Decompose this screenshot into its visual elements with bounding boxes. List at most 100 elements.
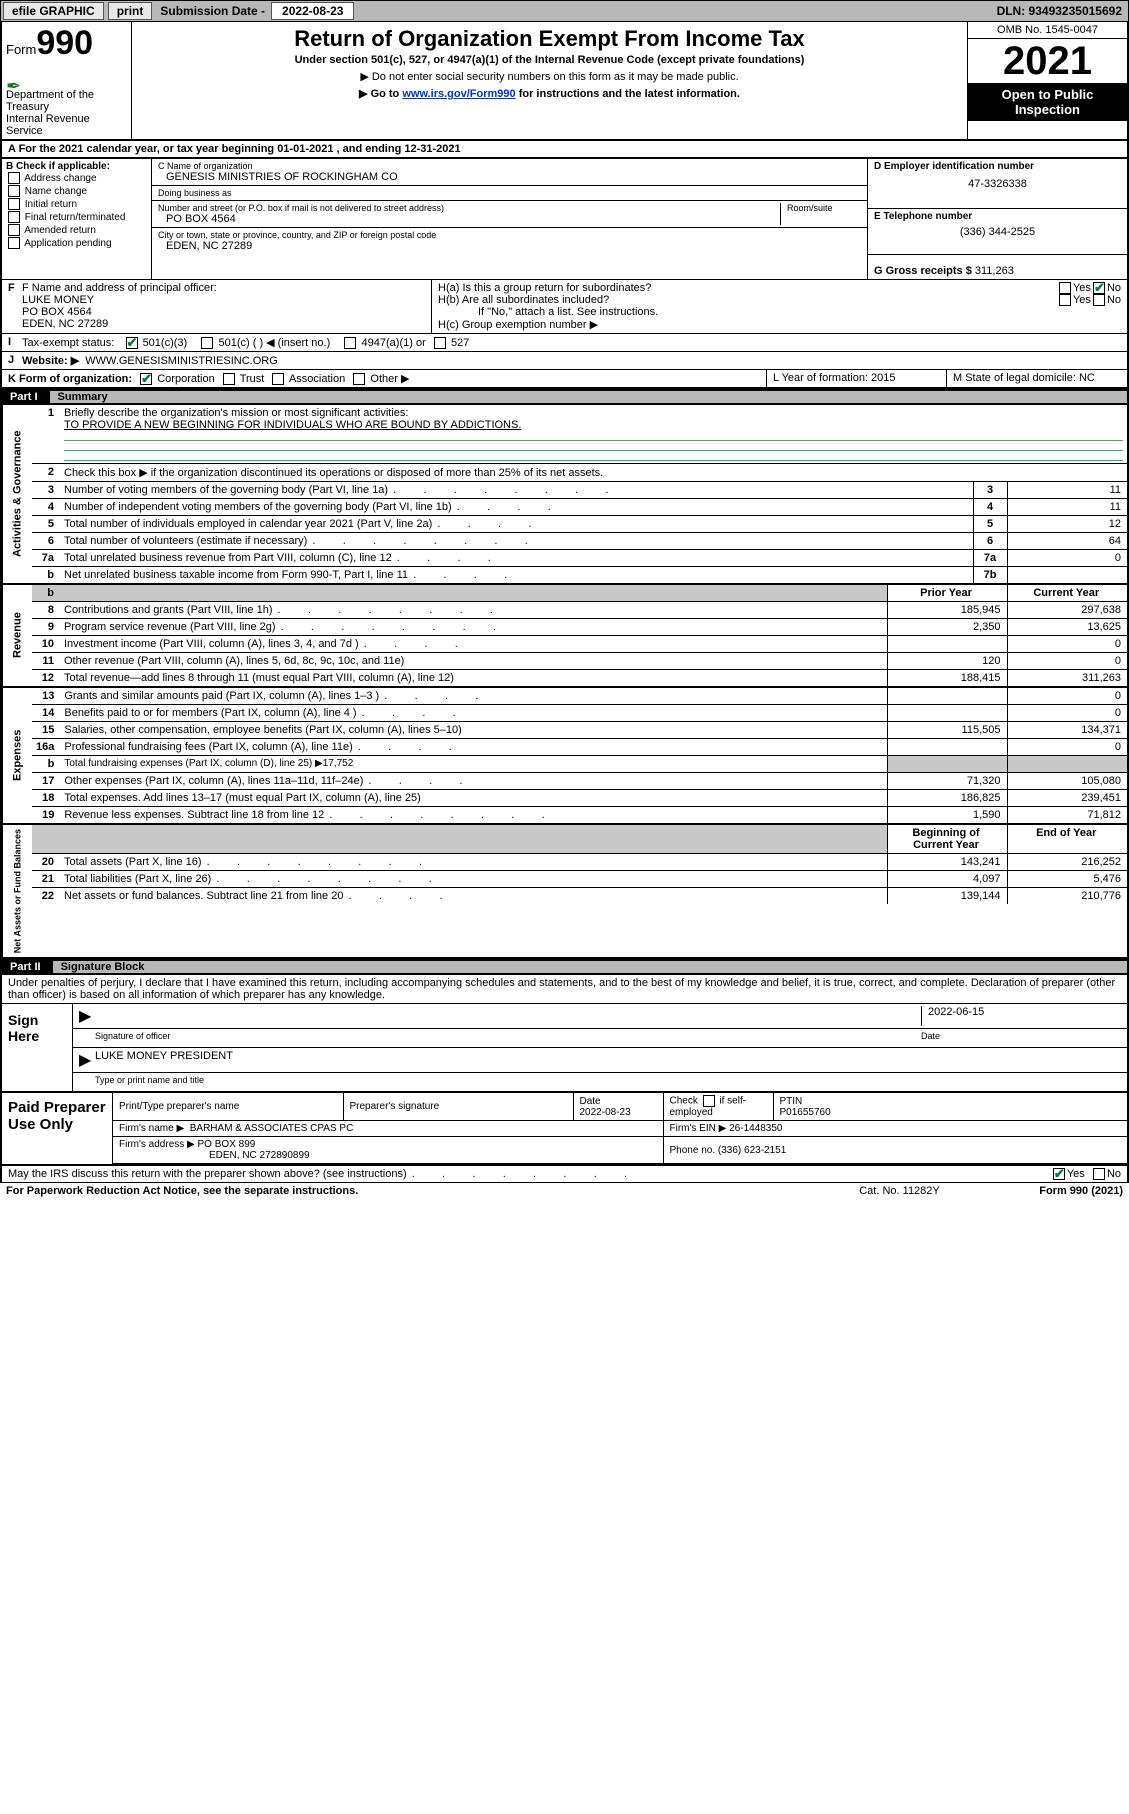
c12: 311,263 — [1007, 670, 1127, 687]
cb-trust[interactable] — [223, 373, 235, 385]
submission-date-label: Submission Date - — [154, 4, 271, 18]
hc-label: H(c) Group exemption number ▶ — [438, 318, 1121, 331]
c22: 210,776 — [1007, 888, 1127, 905]
form-note-link: ▶ Go to www.irs.gov/Form990 for instruct… — [140, 87, 959, 100]
prep-sig-hdr: Preparer's signature — [343, 1093, 573, 1121]
ein-value: 47-3326338 — [874, 178, 1121, 190]
irs-label: Internal Revenue Service — [6, 113, 127, 137]
arrow-icon-2: ▶ — [79, 1050, 95, 1070]
c19: 71,812 — [1007, 807, 1127, 824]
row-fh: FF Name and address of principal officer… — [0, 280, 1129, 334]
city-label: City or town, state or province, country… — [158, 230, 861, 240]
c21: 5,476 — [1007, 871, 1127, 888]
cb-address-change[interactable]: Address change — [6, 172, 147, 185]
ein-label: D Employer identification number — [874, 161, 1121, 172]
p16a — [887, 739, 1007, 756]
top-toolbar: efile GRAPHIC print Submission Date - 20… — [0, 0, 1129, 22]
v6: 64 — [1007, 533, 1127, 550]
cb-association[interactable] — [272, 373, 284, 385]
hb-yes[interactable] — [1059, 294, 1071, 306]
c17: 105,080 — [1007, 773, 1127, 790]
c10: 0 — [1007, 636, 1127, 653]
prep-selfemp[interactable]: Check if self-employed — [663, 1093, 773, 1121]
c16a: 0 — [1007, 739, 1127, 756]
p9: 2,350 — [887, 619, 1007, 636]
tel-label: E Telephone number — [874, 211, 1121, 222]
gross-label: G Gross receipts $ — [874, 265, 975, 277]
row-klm: K Form of organization: Corporation Trus… — [0, 370, 1129, 389]
sign-here-label: Sign Here — [2, 1004, 72, 1091]
hb-label: H(b) Are all subordinates included? — [438, 294, 1057, 306]
discuss-row: May the IRS discuss this return with the… — [0, 1166, 1129, 1183]
cb-4947[interactable] — [344, 337, 356, 349]
cb-501c3[interactable] — [126, 337, 138, 349]
print-button[interactable]: print — [108, 2, 153, 20]
part2-header: Part II Signature Block — [0, 959, 1129, 975]
arrow-icon: ▶ — [79, 1006, 95, 1026]
open-to-public: Open to Public Inspection — [968, 83, 1127, 121]
cb-other[interactable] — [353, 373, 365, 385]
cb-final-return[interactable]: Final return/terminated — [6, 211, 147, 224]
year-formation: L Year of formation: 2015 — [767, 370, 947, 387]
ha-no[interactable] — [1093, 282, 1105, 294]
col-b-checkboxes: B Check if applicable: Address change Na… — [2, 159, 152, 279]
efile-graphic-button[interactable]: efile GRAPHIC — [3, 2, 104, 20]
page-footer: For Paperwork Reduction Act Notice, see … — [0, 1183, 1129, 1199]
c9: 13,625 — [1007, 619, 1127, 636]
dept-treasury: Department of the Treasury — [6, 89, 127, 113]
summary-expenses: Expenses 13Grants and similar amounts pa… — [0, 688, 1129, 825]
sig-officer-label: Signature of officer — [79, 1031, 921, 1045]
firm-phone: (336) 623-2151 — [718, 1145, 786, 1156]
cb-amended-return[interactable]: Amended return — [6, 224, 147, 237]
summary-netassets: Net Assets or Fund Balances Beginning of… — [0, 825, 1129, 959]
vlabel-revenue: Revenue — [2, 585, 32, 686]
feather-icon: ✒ — [6, 76, 21, 97]
org-name-label: C Name of organization — [158, 161, 861, 171]
firm-ein: 26-1448350 — [729, 1123, 782, 1134]
hb-no[interactable] — [1093, 294, 1105, 306]
cb-initial-return[interactable]: Initial return — [6, 198, 147, 211]
v7a: 0 — [1007, 550, 1127, 567]
cb-501c[interactable] — [201, 337, 213, 349]
p11: 120 — [887, 653, 1007, 670]
officer-addr1: PO BOX 4564 — [22, 306, 425, 318]
part1-header: Part I Summary — [0, 389, 1129, 405]
cb-application-pending[interactable]: Application pending — [6, 237, 147, 250]
p12: 188,415 — [887, 670, 1007, 687]
cb-corporation[interactable] — [140, 373, 152, 385]
cb-527[interactable] — [434, 337, 446, 349]
cat-no: Cat. No. 11282Y — [859, 1185, 1039, 1197]
room-label: Room/suite — [787, 203, 861, 213]
firm-name: BARHAM & ASSOCIATES CPAS PC — [190, 1123, 354, 1134]
p18: 186,825 — [887, 790, 1007, 807]
ptin-value: P01655760 — [780, 1107, 831, 1118]
cb-name-change[interactable]: Name change — [6, 185, 147, 198]
row-i: I Tax-exempt status: 501(c)(3) 501(c) ( … — [0, 334, 1129, 352]
irs-link[interactable]: www.irs.gov/Form990 — [402, 88, 515, 100]
row-a-period: A For the 2021 calendar year, or tax yea… — [0, 141, 1129, 159]
p21: 4,097 — [887, 871, 1007, 888]
p20: 143,241 — [887, 854, 1007, 871]
v7b — [1007, 567, 1127, 584]
website-value: WWW.GENESISMINISTRIESINC.ORG — [85, 355, 278, 367]
form-footer: Form 990 (2021) — [1039, 1185, 1123, 1197]
p17: 71,320 — [887, 773, 1007, 790]
c20: 216,252 — [1007, 854, 1127, 871]
sig-date-label: Date — [921, 1031, 1121, 1045]
paid-preparer: Paid Preparer Use Only Print/Type prepar… — [0, 1093, 1129, 1166]
org-name: GENESIS MINISTRIES OF ROCKINGHAM CO — [166, 171, 861, 183]
form-title: Return of Organization Exempt From Incom… — [140, 26, 959, 52]
discuss-no[interactable] — [1093, 1168, 1105, 1180]
ha-yes[interactable] — [1059, 282, 1071, 294]
c8: 297,638 — [1007, 602, 1127, 619]
paperwork-notice: For Paperwork Reduction Act Notice, see … — [6, 1185, 859, 1197]
tel-value: (336) 344-2525 — [874, 226, 1121, 238]
discuss-yes[interactable] — [1053, 1168, 1065, 1180]
p22: 139,144 — [887, 888, 1007, 905]
omb-number: OMB No. 1545-0047 — [968, 22, 1127, 39]
p8: 185,945 — [887, 602, 1007, 619]
addr-label: Number and street (or P.O. box if mail i… — [158, 203, 780, 213]
form-prefix: Form — [6, 42, 36, 57]
prep-date: 2022-08-23 — [580, 1107, 631, 1118]
form-subtitle: Under section 501(c), 527, or 4947(a)(1)… — [140, 54, 959, 66]
